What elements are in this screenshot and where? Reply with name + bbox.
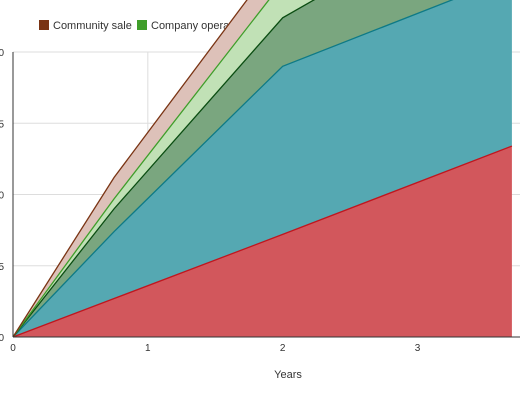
line-community-sale bbox=[12, 0, 248, 338]
line-community-programs bbox=[12, 145, 513, 338]
y-tick-label: 0 bbox=[0, 48, 4, 59]
series-lines bbox=[12, 0, 513, 338]
line-team bbox=[12, 0, 316, 338]
y-tick-label: 5 bbox=[0, 262, 4, 273]
series-areas bbox=[13, 0, 512, 337]
tick-labels: 0 1 2 3 0 5 0 5 0 bbox=[0, 48, 421, 354]
x-tick-label: 1 bbox=[145, 343, 151, 354]
x-axis-label: Years bbox=[274, 369, 302, 381]
x-tick-label: 3 bbox=[415, 343, 421, 354]
area-community-programs bbox=[13, 146, 512, 337]
line-company-operations bbox=[12, 0, 270, 338]
y-tick-label: 0 bbox=[0, 333, 4, 344]
y-tick-label: 0 bbox=[0, 191, 4, 202]
axes bbox=[12, 52, 520, 338]
legend-swatch bbox=[137, 20, 147, 30]
line-backers bbox=[12, 0, 454, 338]
y-tick-label: 5 bbox=[0, 119, 4, 130]
legend-swatch bbox=[39, 20, 49, 30]
legend-label: Community sale bbox=[53, 20, 132, 32]
area-backers bbox=[13, 0, 512, 337]
x-tick-label: 2 bbox=[280, 343, 286, 354]
legend-item-community-sale: Community sale bbox=[39, 20, 132, 32]
x-tick-label: 0 bbox=[10, 343, 16, 354]
